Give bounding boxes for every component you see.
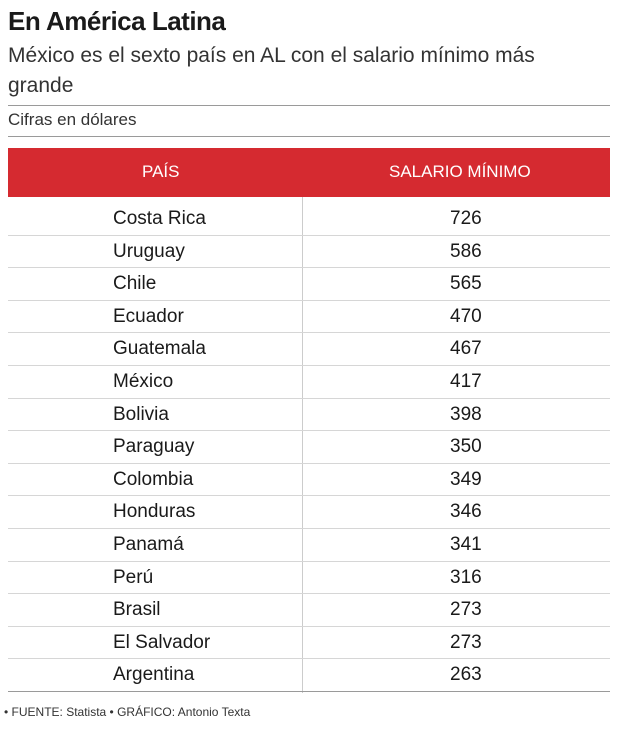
table-row: Perú 316 xyxy=(8,562,610,595)
minimum-wage-cell: 346 xyxy=(450,501,482,523)
country-cell: Costa Rica xyxy=(113,208,206,229)
minimum-wage-cell: 273 xyxy=(450,631,482,653)
minimum-wage-cell: 316 xyxy=(450,566,482,588)
units-note: Cifras en dólares xyxy=(8,110,137,129)
minimum-wage-cell: 565 xyxy=(450,273,482,295)
table-row: Argentina 263 xyxy=(8,659,610,692)
country-cell: Guatemala xyxy=(113,338,206,360)
table-body: Costa Rica 726 Uruguay 586 Chile 565 Ecuador 47… xyxy=(8,203,610,692)
minimum-wage-cell: 470 xyxy=(450,305,482,327)
top-divider xyxy=(8,105,610,106)
table-row: Bolivia 398 xyxy=(8,399,610,432)
table-header: PAÍS SALARIO MÍNIMO xyxy=(8,148,610,197)
minimum-wage-cell: 349 xyxy=(450,468,482,490)
table-row: Panamá 341 xyxy=(8,529,610,562)
country-cell: Chile xyxy=(113,273,157,295)
minimum-wage-cell: 467 xyxy=(450,338,482,360)
minimum-wage-cell: 263 xyxy=(450,664,482,686)
minimum-wage-cell: 398 xyxy=(450,403,482,425)
country-cell: Honduras xyxy=(113,501,196,523)
country-cell: Argentina xyxy=(113,664,195,686)
table-row: Honduras 346 xyxy=(8,496,610,529)
table-row: El Salvador 273 xyxy=(8,627,610,660)
minimum-wage-cell: 417 xyxy=(450,370,482,392)
table-row: Brasil 273 xyxy=(8,594,610,627)
table-row: Colombia 349 xyxy=(8,464,610,497)
table-row: México 417 xyxy=(8,366,610,399)
minimum-wage-cell: 350 xyxy=(450,436,482,458)
country-cell: Brasil xyxy=(113,599,161,621)
country-cell: Perú xyxy=(113,566,154,588)
table-row: Guatemala 467 xyxy=(8,333,610,366)
country-cell: México xyxy=(113,370,174,392)
chart-title: En América Latina xyxy=(8,6,226,36)
table-row: Uruguay 586 xyxy=(8,236,610,269)
minimum-wage-cell: 726 xyxy=(450,208,482,229)
column-header-minimum-wage: SALARIO MÍNIMO xyxy=(389,162,531,181)
country-cell: Colombia xyxy=(113,468,194,490)
country-cell: Ecuador xyxy=(113,305,184,327)
country-cell: Uruguay xyxy=(113,240,185,262)
country-cell: Bolivia xyxy=(113,403,169,425)
table-row: Chile 565 xyxy=(8,268,610,301)
country-cell: El Salvador xyxy=(113,631,211,653)
column-divider xyxy=(302,197,303,693)
units-divider xyxy=(8,136,610,137)
table-row: Costa Rica 726 xyxy=(8,203,610,236)
chart-subtitle: México es el sexto país en AL con el sal… xyxy=(8,44,535,97)
minimum-wage-cell: 273 xyxy=(450,599,482,621)
source-credit: • FUENTE: Statista • GRÁFICO: Antonio Te… xyxy=(4,705,251,719)
table-row: Ecuador 470 xyxy=(8,301,610,334)
country-cell: Panamá xyxy=(113,533,184,555)
minimum-wage-cell: 341 xyxy=(450,533,482,555)
country-cell: Paraguay xyxy=(113,436,195,458)
table-row: Paraguay 350 xyxy=(8,431,610,464)
minimum-wage-cell: 586 xyxy=(450,240,482,262)
column-header-country: PAÍS xyxy=(142,162,180,181)
